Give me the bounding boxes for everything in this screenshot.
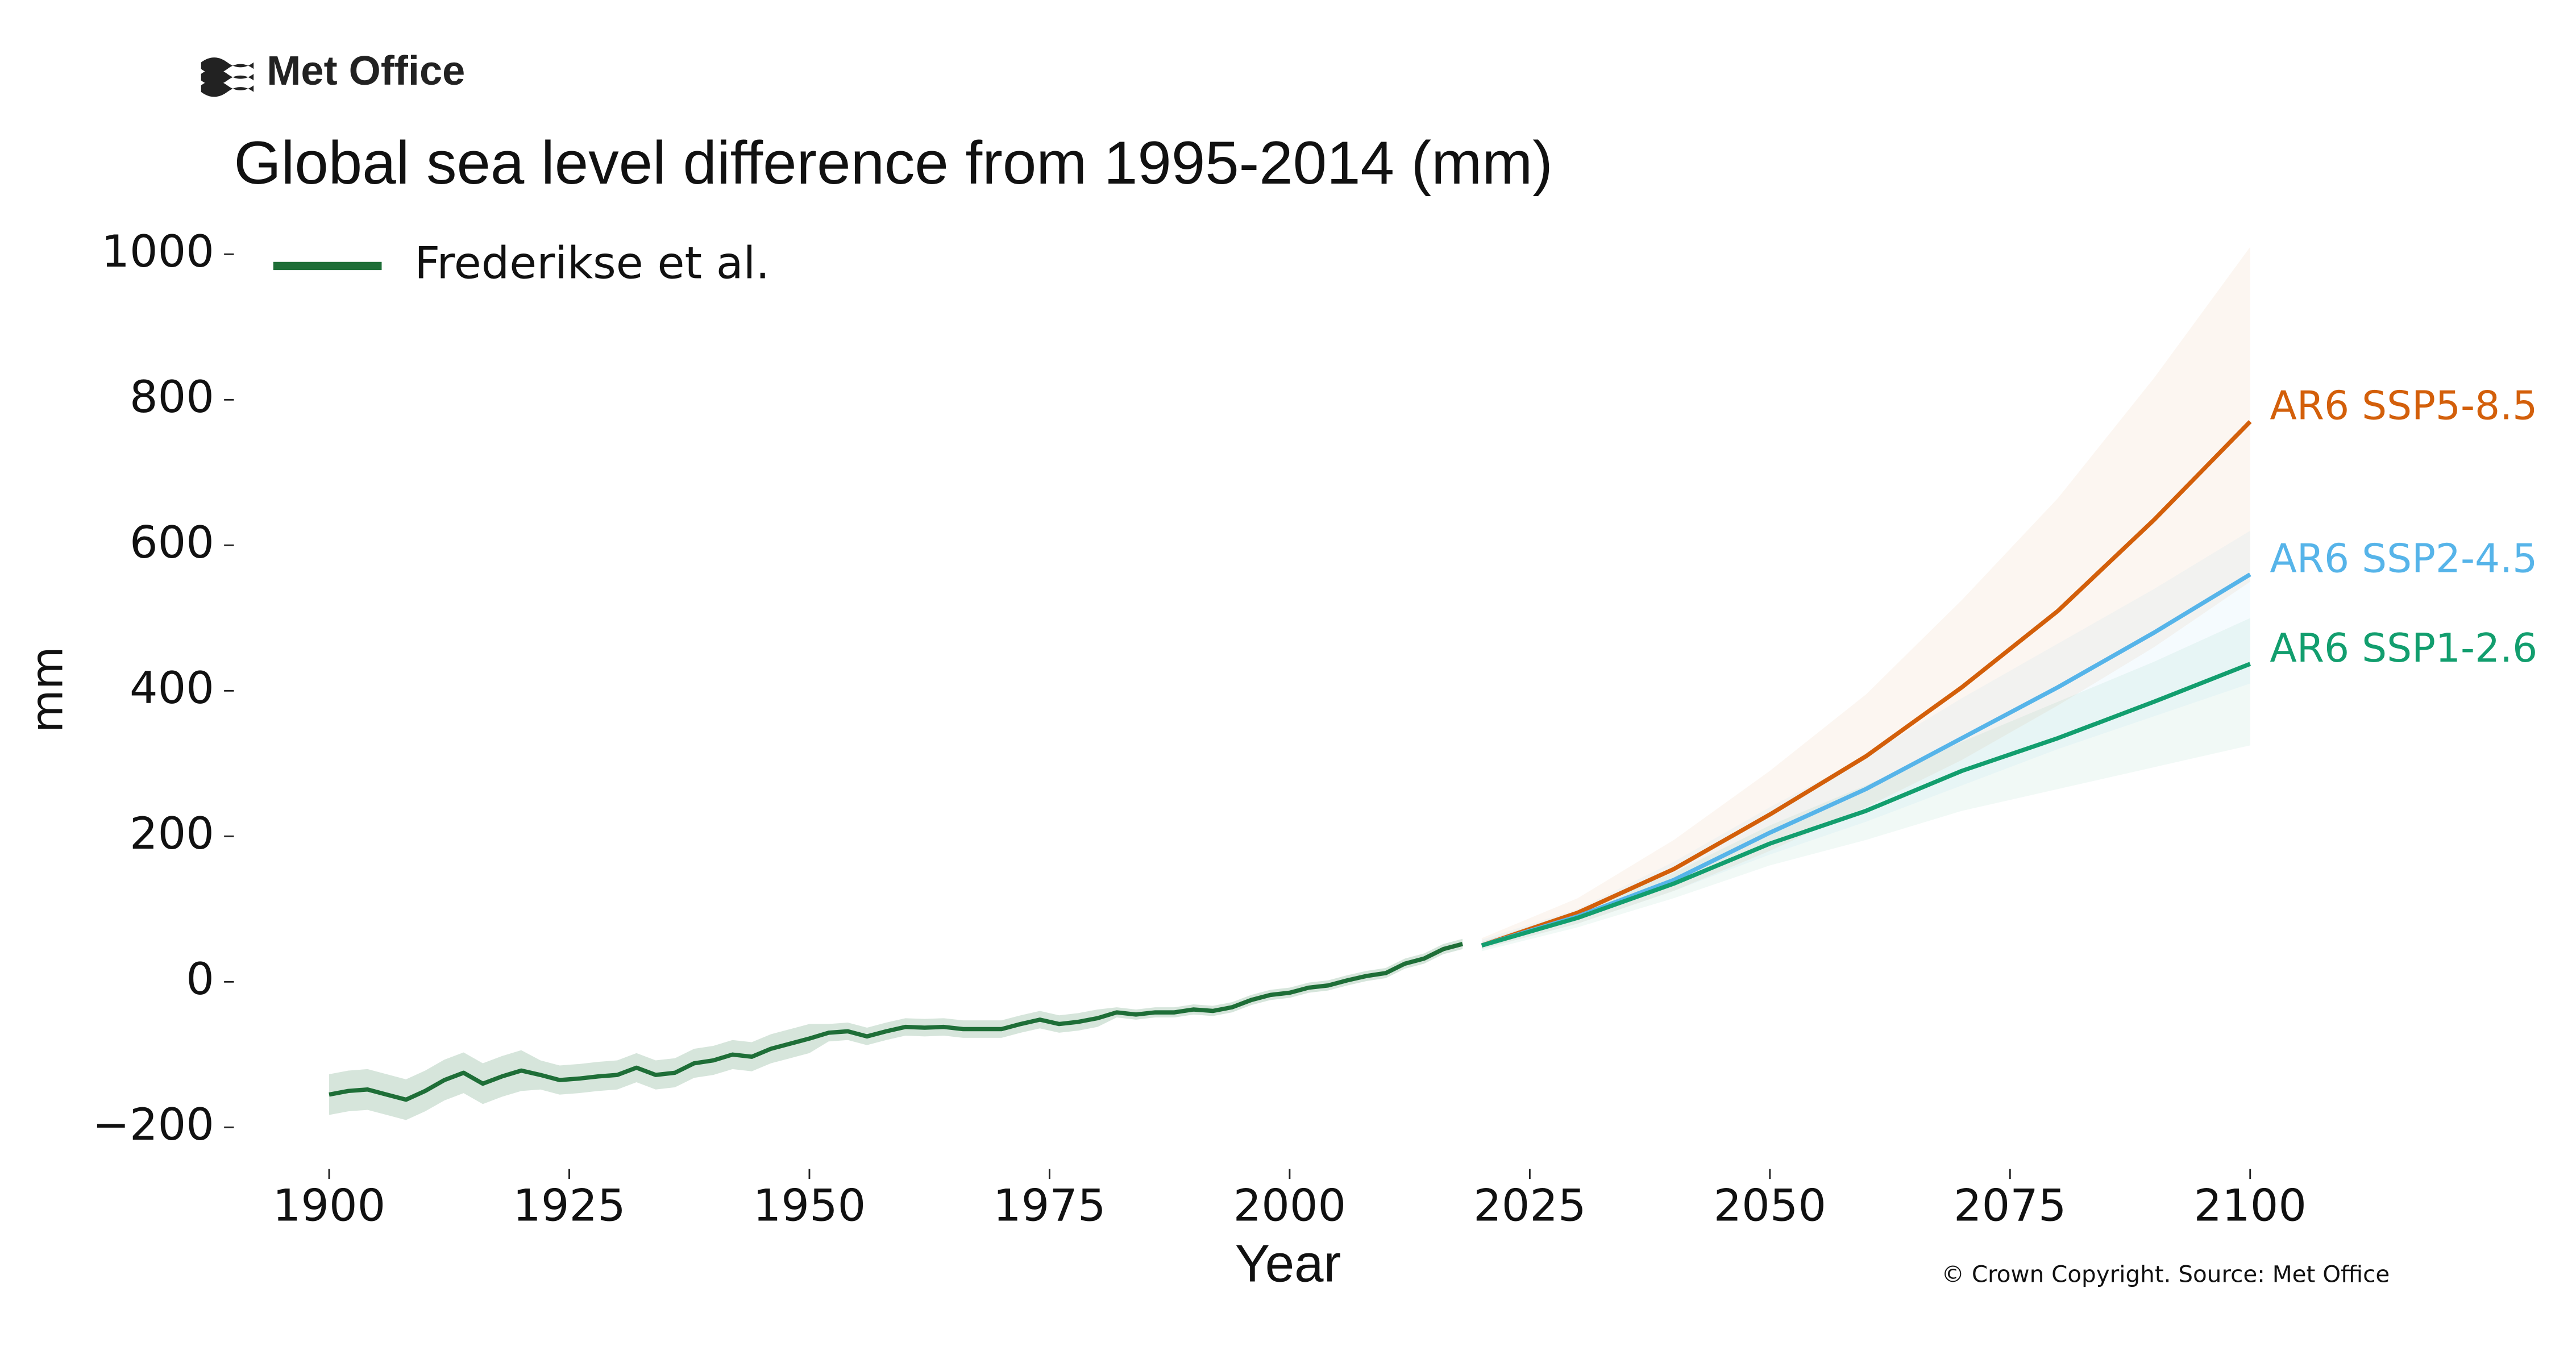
y-tick-label: 1000 xyxy=(101,226,214,277)
series-line xyxy=(1481,662,2251,948)
series-label: AR6 SSP1-2.6 xyxy=(2270,626,2537,671)
x-tick-label: 2025 xyxy=(1473,1181,1586,1232)
series-label: AR6 SSP5-8.5 xyxy=(2270,384,2537,429)
x-tick-label: 1925 xyxy=(513,1181,625,1232)
y-axis-label: mm xyxy=(22,646,73,733)
y-tick-label: 0 xyxy=(186,954,214,1005)
x-axis-label: Year xyxy=(1235,1233,1341,1293)
y-tick-label: −200 xyxy=(93,1099,214,1150)
x-tick-label: 2100 xyxy=(2193,1181,2306,1232)
series-label: AR6 SSP2-4.5 xyxy=(2270,536,2537,581)
x-tick-label: 1900 xyxy=(273,1181,385,1232)
logo xyxy=(201,57,254,97)
x-tick-label: 2000 xyxy=(1233,1181,1346,1232)
legend-label: Frederikse et al. xyxy=(414,238,770,289)
y-tick-label: 600 xyxy=(130,517,214,568)
x-tick-label: 2050 xyxy=(1714,1181,1826,1232)
chart-title: Global sea level difference from 1995-20… xyxy=(234,128,1553,197)
x-tick-label: 1950 xyxy=(753,1181,866,1232)
x-tick-label: 1975 xyxy=(993,1181,1106,1232)
source-note: © Crown Copyright. Source: Met Office xyxy=(1942,1260,2390,1287)
series-line xyxy=(329,942,1464,1102)
series-line xyxy=(1481,420,2252,948)
y-tick-label: 400 xyxy=(130,663,214,714)
uncertainty-band xyxy=(1481,247,2250,949)
y-tick-label: 200 xyxy=(130,808,214,859)
brand: Met Office xyxy=(267,48,465,94)
y-tick-label: 800 xyxy=(130,372,214,423)
x-tick-label: 2075 xyxy=(1954,1181,2066,1232)
